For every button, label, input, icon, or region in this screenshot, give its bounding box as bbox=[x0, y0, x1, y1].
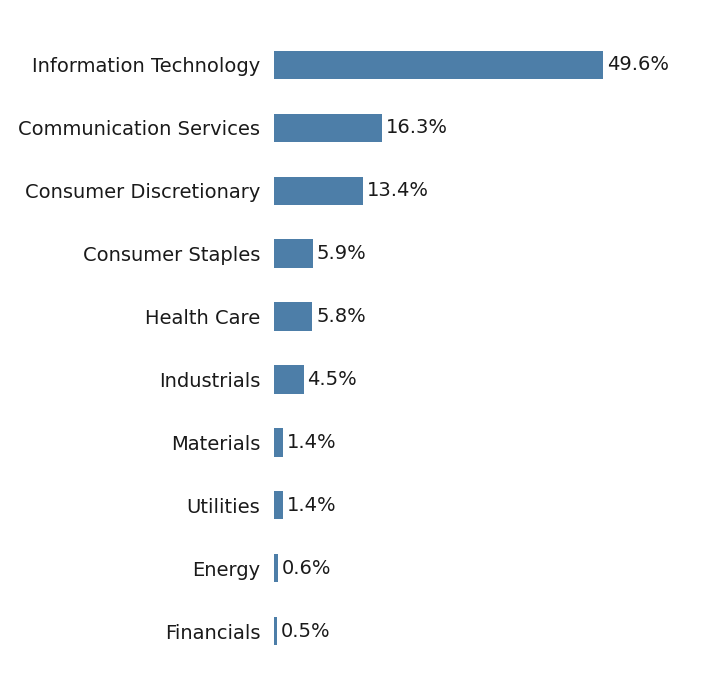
Bar bbox=[274, 113, 382, 142]
Text: 49.6%: 49.6% bbox=[607, 56, 669, 74]
Bar bbox=[274, 428, 283, 457]
Text: 1.4%: 1.4% bbox=[287, 433, 336, 452]
Bar bbox=[274, 302, 312, 331]
Bar bbox=[274, 365, 304, 394]
Bar bbox=[274, 554, 278, 583]
Text: 0.6%: 0.6% bbox=[282, 559, 331, 578]
Bar bbox=[274, 51, 603, 79]
Bar bbox=[274, 239, 312, 268]
Text: 1.4%: 1.4% bbox=[287, 496, 336, 515]
Text: 5.8%: 5.8% bbox=[316, 307, 366, 326]
Bar bbox=[274, 177, 363, 205]
Bar bbox=[274, 617, 277, 645]
Text: 13.4%: 13.4% bbox=[366, 181, 428, 200]
Text: 4.5%: 4.5% bbox=[307, 370, 357, 389]
Text: 5.9%: 5.9% bbox=[317, 244, 366, 263]
Text: 16.3%: 16.3% bbox=[386, 118, 448, 137]
Text: 0.5%: 0.5% bbox=[281, 622, 330, 640]
Bar bbox=[274, 491, 283, 519]
